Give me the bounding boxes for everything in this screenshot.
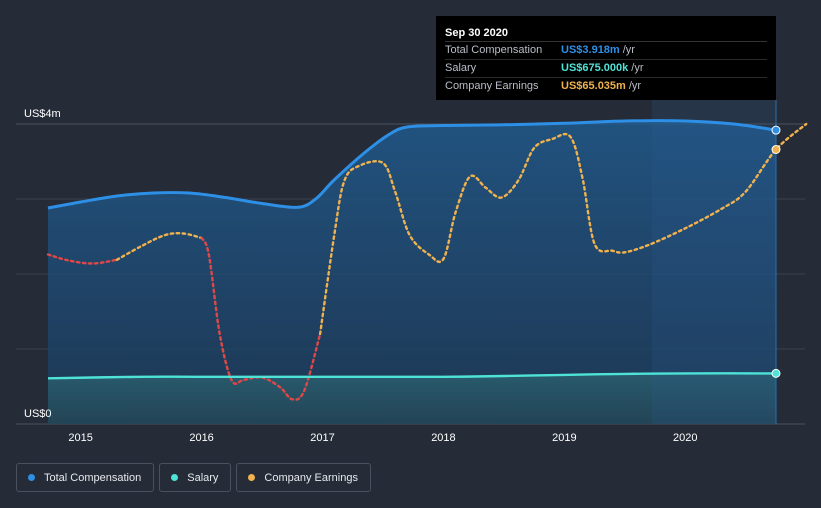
salary-area — [48, 373, 776, 424]
x-tick-label: 2020 — [673, 432, 697, 444]
legend-dot-icon — [28, 474, 35, 481]
company-earnings-line — [318, 122, 808, 336]
legend-item-company-earnings[interactable]: Company Earnings — [236, 463, 371, 492]
salary-point — [771, 368, 781, 378]
recent-period-shade — [652, 100, 776, 424]
tooltip-unit: /yr — [628, 80, 642, 92]
tooltip-row-company-earnings: Company Earnings US$65.035m /yr — [445, 78, 767, 95]
tooltip-unit: /yr — [622, 44, 635, 56]
legend-item-salary[interactable]: Salary — [159, 463, 232, 492]
legend-label: Salary — [187, 471, 219, 484]
legend-dot-icon — [171, 474, 179, 481]
end-markers — [771, 125, 781, 378]
tooltip-unit: /yr — [631, 62, 644, 74]
tooltip-row-total-compensation: Total Compensation US$3.918m /yr — [445, 42, 767, 60]
hover-tooltip: Sep 30 2020 Total Compensation US$3.918m… — [436, 16, 776, 100]
x-tick-label: 2015 — [68, 432, 92, 444]
y-tick-label: US$0 — [24, 408, 52, 420]
x-tick-label: 2018 — [431, 432, 455, 444]
tooltip-value: US$65.035m — [561, 80, 626, 92]
tooltip-label: Salary — [445, 62, 477, 74]
legend-dot-icon — [248, 474, 256, 481]
total-compensation-point — [771, 125, 781, 135]
salary-line — [47, 372, 777, 380]
tooltip-label: Company Earnings — [445, 80, 539, 92]
x-tick-label: 2019 — [552, 432, 576, 444]
area-fills — [48, 120, 776, 424]
company-earnings-line — [200, 236, 322, 401]
y-tick-label: US$4m — [24, 108, 61, 120]
company-earnings-point — [771, 145, 781, 154]
axis-labels: US$4m US$0 2015 2016 2017 2018 2019 2020 — [24, 108, 698, 444]
company-earnings-line — [115, 232, 203, 261]
tooltip-date: Sep 30 2020 — [445, 25, 767, 42]
tooltip-label: Total Compensation — [445, 44, 543, 56]
tooltip-value: US$3.918m — [561, 44, 620, 56]
total-compensation-line — [47, 119, 777, 210]
x-tick-label: 2016 — [189, 432, 213, 444]
x-tick-label: 2017 — [310, 432, 334, 444]
legend-label: Total Compensation — [44, 471, 142, 484]
legend-item-total-compensation[interactable]: Total Compensation — [16, 463, 155, 492]
legend-label: Company Earnings — [264, 471, 358, 484]
tooltip-value: US$675.000k — [561, 62, 629, 74]
tooltip-row-salary: Salary US$675.000k /yr — [445, 60, 767, 78]
total-compensation-area — [48, 120, 776, 424]
company-earnings-line — [46, 253, 119, 265]
chart-legend: Total Compensation Salary Company Earnin… — [16, 463, 371, 492]
